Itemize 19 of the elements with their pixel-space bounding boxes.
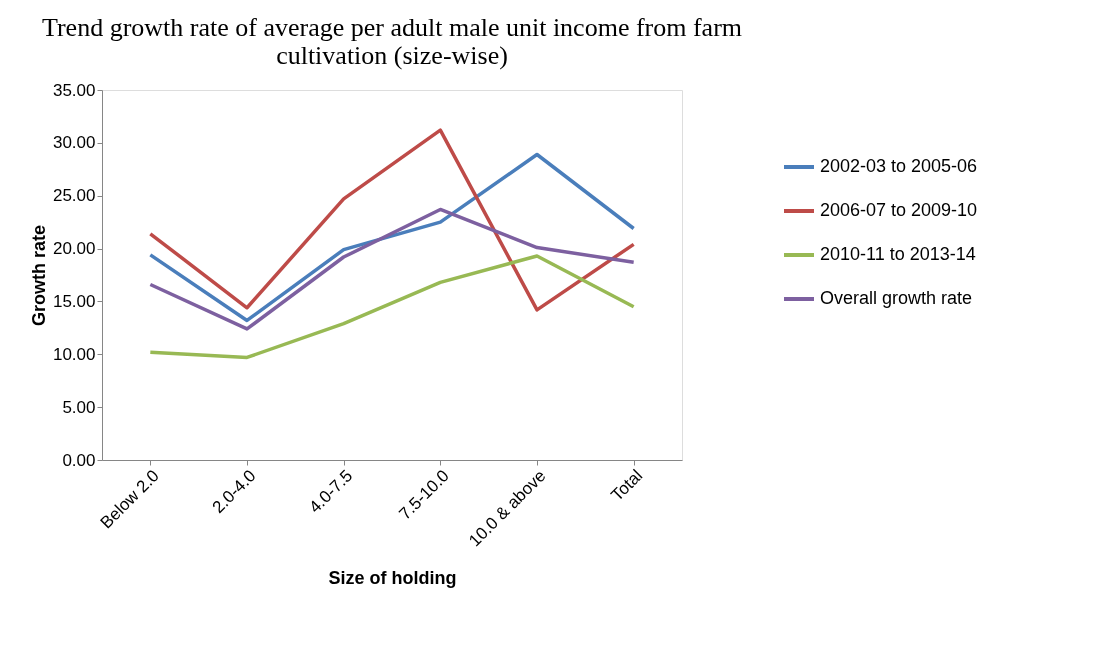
chart-title: Trend growth rate of average per adult male unit income from farm cultivation (size-wise) [41,13,743,70]
y-axis-title: Growth rate [28,224,49,327]
line-series [148,128,636,312]
y-tick-label: 20.00 [52,239,96,259]
y-tick-label: 5.00 [62,397,96,417]
y-tick-label: 15.00 [52,291,96,311]
y-tick-label: 0.00 [62,450,96,470]
legend-label: Overall growth rate [820,288,973,308]
y-tick-label: 30.00 [52,133,96,153]
y-tick-label: 25.00 [52,186,96,206]
y-tick-label: 35.00 [52,80,96,100]
legend-label: 2010-11 to 2013-14 [820,244,976,264]
legend-label: 2006-07 to 2009-10 [820,200,978,220]
legend-label: 2002-03 to 2005-06 [820,156,978,176]
y-tick-label: 10.00 [52,344,96,364]
line-series [148,207,636,331]
x-axis-title: Size of holding [328,567,457,588]
line-series [148,254,636,360]
line-series [148,152,636,323]
